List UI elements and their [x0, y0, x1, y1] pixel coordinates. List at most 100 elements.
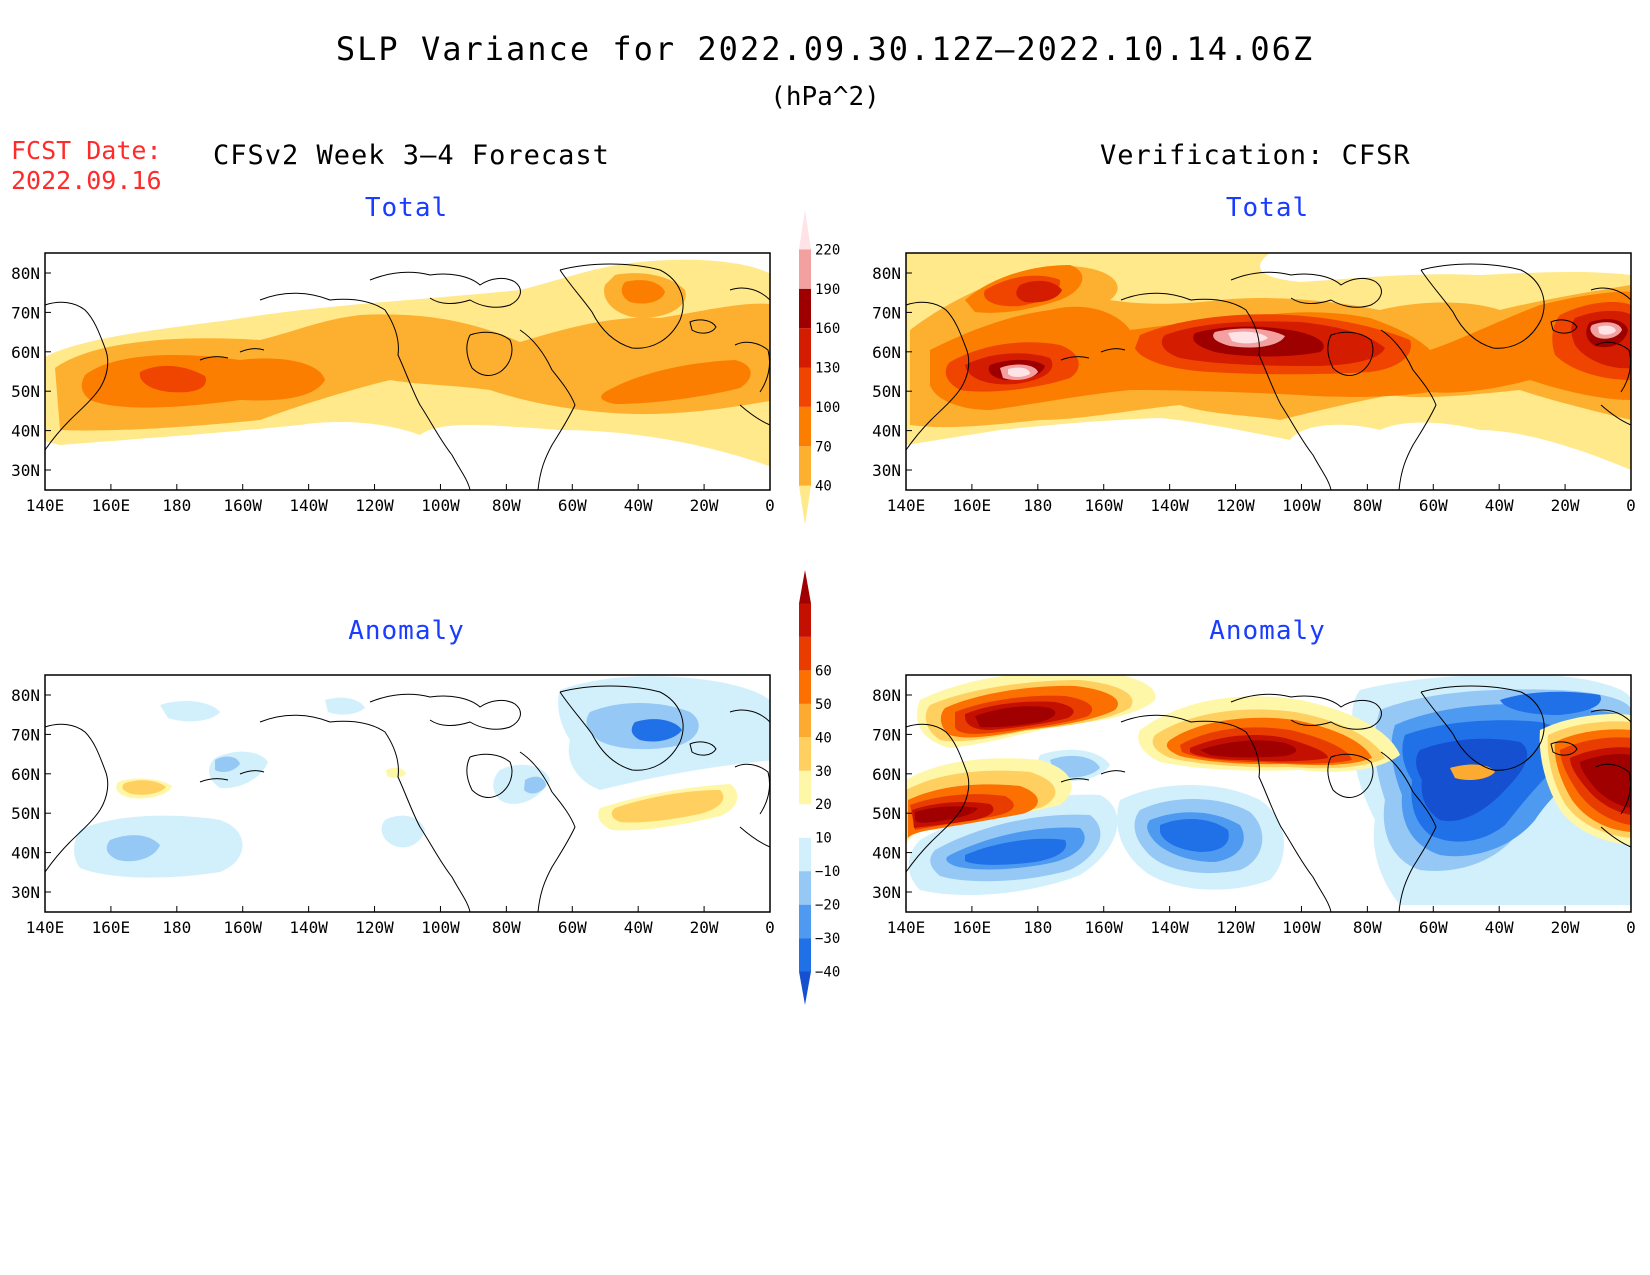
verification-anomaly-ytick-label: 40N [872, 844, 901, 863]
forecast-total-coastlines [44, 263, 771, 491]
verification-anomaly-ytick-label: 30N [872, 883, 901, 902]
forecast-anomaly-xtick-label: 20W [690, 918, 719, 937]
coastline [1380, 751, 1437, 913]
coastline [905, 723, 970, 873]
verification-anomaly-xtick-label: 140W [1150, 918, 1189, 937]
anomaly-colorbar-label: 60 [815, 663, 832, 679]
coastline [259, 714, 471, 913]
total-colorbar-swatch [799, 406, 811, 447]
forecast-total-ytick-label: 30N [11, 461, 40, 480]
forecast-total-xtick-label: 160W [223, 496, 262, 515]
verification-anomaly-xtick-label: 120W [1216, 918, 1255, 937]
forecast-anomaly-ytick-label: 40N [11, 844, 40, 863]
forecast-total-xtick-label: 0 [765, 496, 775, 515]
forecast-anomaly-xtick-label: 160W [223, 918, 262, 937]
verification-total-xtick-label: 80W [1353, 496, 1382, 515]
anomaly-colorbar-swatch [799, 871, 811, 905]
forecast-total-ytick-label: 50N [11, 382, 40, 401]
verification-total-xtick-label: 140W [1150, 496, 1189, 515]
verification-total-ytick-label: 30N [872, 461, 901, 480]
verification-total-xtick-label: 180 [1023, 496, 1052, 515]
figure-title: SLP Variance for 2022.09.30.12Z–2022.10.… [335, 30, 1315, 68]
coastline [559, 685, 684, 771]
forecast-anomaly-ytick-label: 80N [11, 686, 40, 705]
forecast-anomaly-map [44, 674, 771, 913]
total-colorbar-swatch [799, 210, 811, 250]
verification-anomaly-xtick-label: 60W [1419, 918, 1448, 937]
total-colorbar-label: 190 [815, 282, 840, 298]
forecast-total-xtick-label: 140W [289, 496, 328, 515]
verification-total-xtick-label: 60W [1419, 496, 1448, 515]
coastline [1590, 709, 1632, 848]
total-colorbar-swatch [799, 288, 811, 329]
forecast-anomaly-xtick-label: 180 [162, 918, 191, 937]
anomaly-colorbar-swatch [799, 804, 811, 838]
verification-anomaly-ytick-label: 60N [872, 765, 901, 784]
total-colorbar-label: 130 [815, 361, 840, 377]
forecast-total-xtick-label: 100W [421, 496, 460, 515]
total-colorbar-swatch [799, 328, 811, 368]
coastline [466, 753, 513, 798]
anomaly-colorbar-swatch [799, 737, 811, 771]
anomaly-colorbar-label: −30 [815, 931, 840, 947]
forecast-total-xtick-label: 180 [162, 496, 191, 515]
verification-header: Verification: CFSR [1100, 140, 1411, 171]
coastline [1120, 714, 1332, 913]
total-colorbar-label: 100 [815, 400, 840, 416]
forecast-anomaly-xtick-label: 160E [92, 918, 131, 937]
anomaly-colorbar-swatch [799, 570, 811, 604]
verification-anomaly-ytick-label: 50N [872, 804, 901, 823]
verification-total-xtick-label: 40W [1485, 496, 1514, 515]
anomaly-colorbar-label: 10 [815, 831, 832, 847]
coastline [519, 329, 576, 491]
verification-anomaly-map [905, 674, 1632, 913]
verification-total-xtick-label: 100W [1282, 496, 1321, 515]
coastline [1380, 329, 1437, 491]
verification-total-xtick-label: 0 [1626, 496, 1636, 515]
verification-total-coastlines [905, 263, 1632, 491]
forecast-anomaly-ytick-label: 60N [11, 765, 40, 784]
verification-total-xtick-label: 120W [1216, 496, 1255, 515]
coastline [1420, 263, 1545, 349]
anomaly-colorbar-swatch [799, 837, 811, 872]
verification-anomaly-xtick-label: 20W [1551, 918, 1580, 937]
anomaly-colorbar-label: 30 [815, 764, 832, 780]
verification-total-ytick-label: 70N [872, 303, 901, 322]
forecast-anomaly-coastlines [44, 685, 771, 913]
anomaly-colorbar-label: 40 [815, 730, 832, 746]
coastline [199, 770, 265, 783]
forecast-anomaly-xtick-label: 120W [355, 918, 394, 937]
panel-title-forecast-total: Total [364, 193, 449, 223]
verification-total-ytick-label: 80N [872, 264, 901, 283]
coastline [1060, 348, 1126, 361]
forecast-total-field [45, 259, 770, 467]
coastline [44, 301, 109, 451]
verification-anomaly-field [906, 675, 1631, 905]
anomaly-colorbar-label: −40 [815, 965, 840, 981]
forecast-anomaly-xtick-label: 80W [492, 918, 521, 937]
forecast-anomaly-ytick-label: 70N [11, 725, 40, 744]
verification-total-ytick-label: 40N [872, 422, 901, 441]
coastline [369, 271, 521, 308]
fcst-date-value: 2022.09.16 [11, 166, 162, 195]
verification-total-field [906, 253, 1631, 470]
verification-anomaly-xtick-label: 100W [1282, 918, 1321, 937]
total-colorbar-label: 220 [815, 242, 840, 258]
coastline [44, 723, 109, 873]
forecast-total-map [44, 252, 771, 491]
verification-anomaly-xtick-label: 80W [1353, 918, 1382, 937]
coastline [1230, 271, 1382, 308]
forecast-total-xtick-label: 140E [26, 496, 65, 515]
forecast-total-xtick-label: 120W [355, 496, 394, 515]
coastline [729, 287, 771, 426]
coastline [369, 693, 521, 730]
verification-total-ytick-label: 60N [872, 343, 901, 362]
anomaly-colorbar-label: −20 [815, 898, 840, 914]
forecast-anomaly-xtick-label: 140E [26, 918, 65, 937]
anomaly-colorbar-swatch [799, 770, 811, 805]
anomaly-colorbar-swatch [799, 938, 811, 972]
panel-title-forecast-anomaly: Anomaly [348, 616, 465, 646]
coastline [199, 348, 265, 361]
coastline [1550, 741, 1578, 756]
forecast-anomaly-xtick-label: 0 [765, 918, 775, 937]
